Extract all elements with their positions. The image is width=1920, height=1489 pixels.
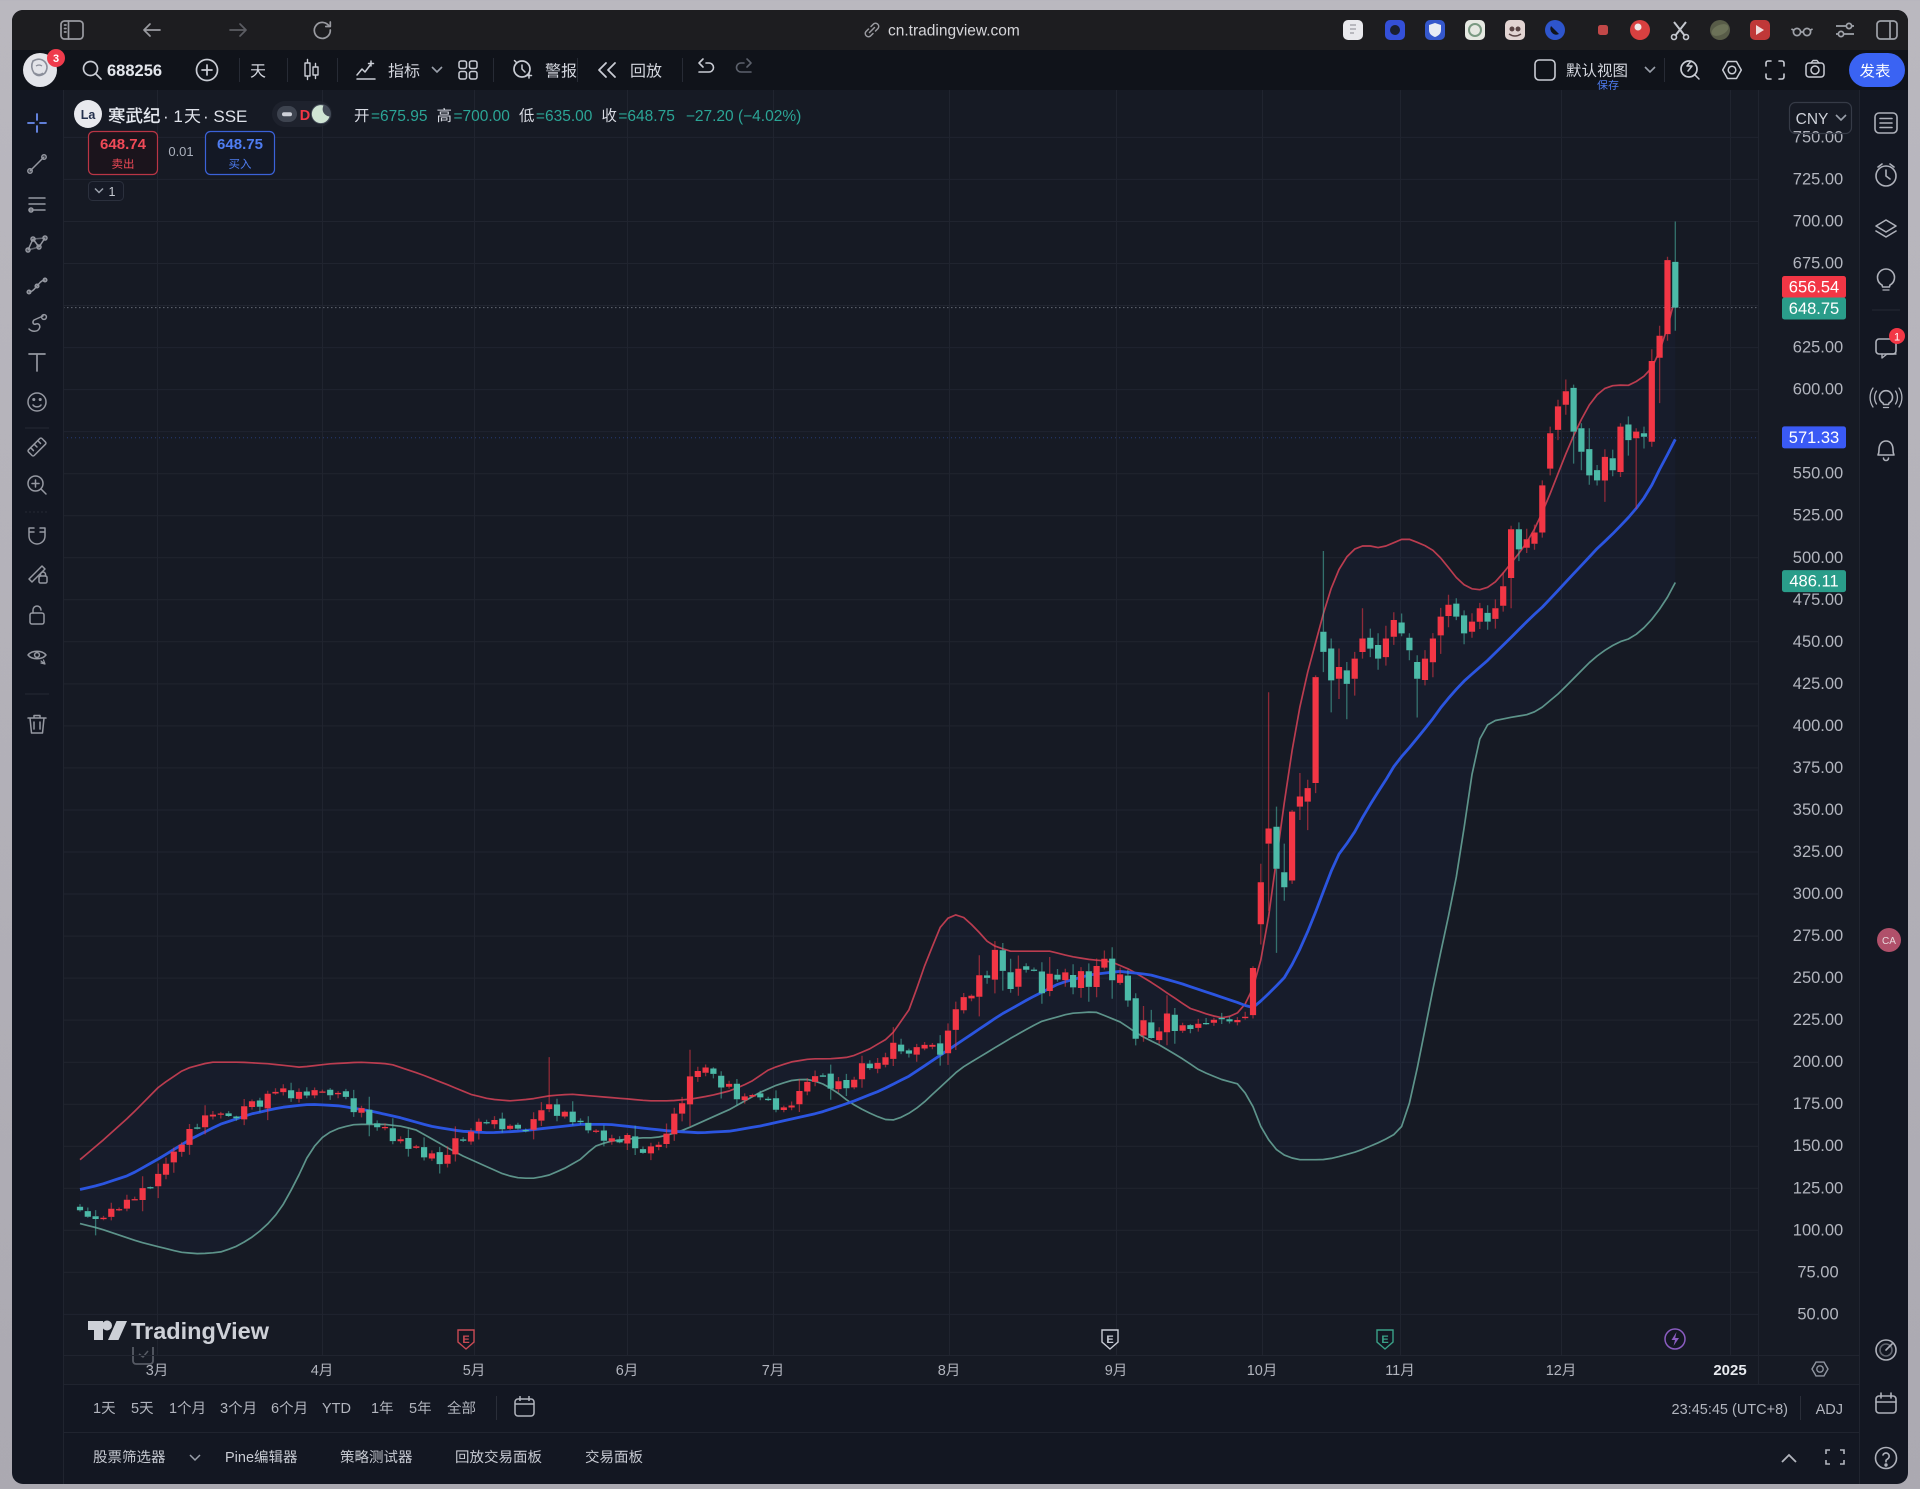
svg-text:5: 5	[463, 1363, 471, 1379]
svg-text:E: E	[1106, 1334, 1113, 1346]
svg-text:5: 5	[409, 1401, 417, 1417]
svg-text:Pine: Pine	[225, 1450, 254, 1466]
svg-text:ADJ: ADJ	[1816, 1402, 1843, 1418]
svg-text:CA: CA	[1882, 936, 1896, 947]
svg-text:1: 1	[371, 1401, 379, 1417]
svg-text:1: 1	[1894, 332, 1900, 344]
svg-text:250.00: 250.00	[1793, 969, 1843, 987]
svg-text:225.00: 225.00	[1793, 1011, 1843, 1029]
svg-text:=635.00: =635.00	[536, 108, 593, 125]
svg-text:600.00: 600.00	[1793, 381, 1843, 399]
svg-text:648.74: 648.74	[100, 136, 147, 153]
svg-text:75.00: 75.00	[1797, 1263, 1838, 1281]
svg-text:TradingView: TradingView	[131, 1318, 270, 1344]
svg-text:23:45:45 (UTC+8): 23:45:45 (UTC+8)	[1672, 1402, 1788, 1418]
svg-text:7: 7	[762, 1363, 770, 1379]
svg-text:625.00: 625.00	[1793, 339, 1843, 357]
svg-text:1: 1	[93, 1401, 101, 1417]
svg-text:=700.00: =700.00	[453, 108, 510, 125]
svg-text:475.00: 475.00	[1793, 591, 1843, 609]
svg-text:571.33: 571.33	[1789, 429, 1839, 447]
svg-text:3: 3	[53, 53, 59, 65]
svg-text:12: 12	[1546, 1363, 1562, 1379]
svg-text:675.00: 675.00	[1793, 255, 1843, 273]
svg-text:8: 8	[938, 1363, 946, 1379]
svg-text:0.01: 0.01	[168, 144, 193, 159]
svg-text:700.00: 700.00	[1793, 212, 1843, 230]
svg-text:200.00: 200.00	[1793, 1053, 1843, 1071]
svg-text:550.00: 550.00	[1793, 465, 1843, 483]
svg-text:425.00: 425.00	[1793, 675, 1843, 693]
svg-text:2025: 2025	[1713, 1362, 1746, 1379]
svg-text:125.00: 125.00	[1793, 1179, 1843, 1197]
svg-text:725.00: 725.00	[1793, 170, 1843, 188]
svg-text:3: 3	[146, 1363, 154, 1379]
svg-text:525.00: 525.00	[1793, 507, 1843, 525]
svg-text:400.00: 400.00	[1793, 717, 1843, 735]
svg-text:300.00: 300.00	[1793, 885, 1843, 903]
svg-text:9: 9	[1105, 1363, 1113, 1379]
svg-text:500.00: 500.00	[1793, 549, 1843, 567]
svg-text:=675.95: =675.95	[371, 108, 427, 125]
svg-text:3: 3	[220, 1401, 228, 1417]
svg-text:688256: 688256	[107, 62, 162, 80]
svg-text:325.00: 325.00	[1793, 843, 1843, 861]
svg-text:750.00: 750.00	[1793, 128, 1843, 146]
svg-text:6: 6	[616, 1363, 624, 1379]
svg-text:350.00: 350.00	[1793, 801, 1843, 819]
svg-text:375.00: 375.00	[1793, 759, 1843, 777]
svg-text:E: E	[462, 1334, 469, 1346]
svg-text:4: 4	[311, 1363, 319, 1379]
svg-text:150.00: 150.00	[1793, 1137, 1843, 1155]
svg-text:648.75: 648.75	[1789, 300, 1839, 318]
svg-text:· 1: · 1	[163, 107, 183, 126]
svg-text:5: 5	[131, 1401, 139, 1417]
svg-text:175.00: 175.00	[1793, 1095, 1843, 1113]
svg-text:100.00: 100.00	[1793, 1221, 1843, 1239]
svg-text:10: 10	[1247, 1363, 1263, 1379]
svg-text:D: D	[300, 108, 310, 124]
svg-text:E: E	[1381, 1334, 1388, 1346]
svg-text:−27.20 (−4.02%): −27.20 (−4.02%)	[686, 108, 801, 125]
svg-text:656.54: 656.54	[1789, 279, 1839, 297]
svg-text:CNY: CNY	[1796, 111, 1829, 128]
svg-text:La: La	[81, 108, 97, 122]
svg-text:· SSE: · SSE	[203, 107, 247, 126]
svg-text:275.00: 275.00	[1793, 927, 1843, 945]
svg-text:11: 11	[1385, 1363, 1400, 1379]
svg-text:cn.tradingview.com: cn.tradingview.com	[888, 23, 1020, 40]
svg-text:=648.75: =648.75	[618, 108, 674, 125]
svg-text:1: 1	[109, 185, 116, 199]
svg-text:1: 1	[169, 1401, 177, 1417]
svg-text:YTD: YTD	[322, 1401, 351, 1417]
svg-text:648.75: 648.75	[217, 136, 263, 153]
svg-text:450.00: 450.00	[1793, 633, 1843, 651]
svg-text:50.00: 50.00	[1797, 1305, 1838, 1323]
svg-text:486.11: 486.11	[1789, 573, 1838, 591]
svg-text:6: 6	[271, 1401, 279, 1417]
